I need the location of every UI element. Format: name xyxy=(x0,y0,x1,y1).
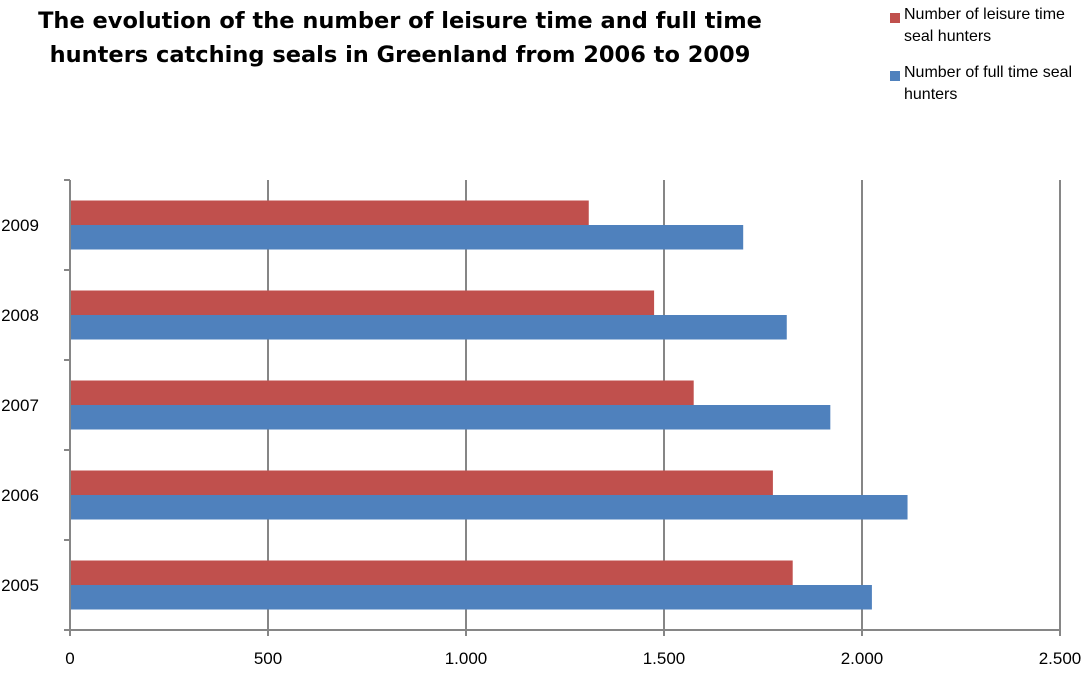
chart-title-line: hunters catching seals in Greenland from… xyxy=(49,42,751,68)
bar-fulltime-2006 xyxy=(71,495,908,520)
legend-item-leisure: Number of leisure time seal hunters xyxy=(886,4,1086,48)
y-tick-label: 2006 xyxy=(1,486,39,505)
y-tick-label: 2005 xyxy=(1,576,39,595)
chart-legend: Number of leisure time seal hunters Numb… xyxy=(886,4,1086,120)
chart-title-line: The evolution of the number of leisure t… xyxy=(38,8,762,34)
bar-fulltime-2007 xyxy=(71,405,831,430)
y-tick-label: 2007 xyxy=(1,396,39,415)
x-tick-label: 0 xyxy=(65,649,74,668)
legend-label-fulltime: Number of full time seal hunters xyxy=(904,64,1073,103)
chart-title: The evolution of the number of leisure t… xyxy=(0,4,800,72)
bar-fulltime-2008 xyxy=(71,315,787,340)
x-tick-label: 1.000 xyxy=(445,649,488,668)
legend-swatch-leisure xyxy=(890,13,900,23)
legend-swatch-fulltime xyxy=(890,71,900,81)
bar-leisure-2006 xyxy=(71,470,773,495)
x-tick-label: 500 xyxy=(254,649,282,668)
bar-leisure-2005 xyxy=(71,560,793,585)
x-tick-label: 2.500 xyxy=(1039,649,1082,668)
bar-fulltime-2005 xyxy=(71,585,872,610)
bar-fulltime-2009 xyxy=(71,225,744,250)
x-tick-label: 2.000 xyxy=(841,649,884,668)
bar-leisure-2009 xyxy=(71,200,589,225)
legend-label-leisure: Number of leisure time seal hunters xyxy=(904,6,1065,45)
legend-item-fulltime: Number of full time seal hunters xyxy=(886,62,1086,106)
bar-leisure-2007 xyxy=(71,380,694,405)
x-tick-label: 1.500 xyxy=(643,649,686,668)
y-tick-label: 2008 xyxy=(1,306,39,325)
y-tick-label: 2009 xyxy=(1,216,39,235)
bar-leisure-2008 xyxy=(71,290,655,315)
